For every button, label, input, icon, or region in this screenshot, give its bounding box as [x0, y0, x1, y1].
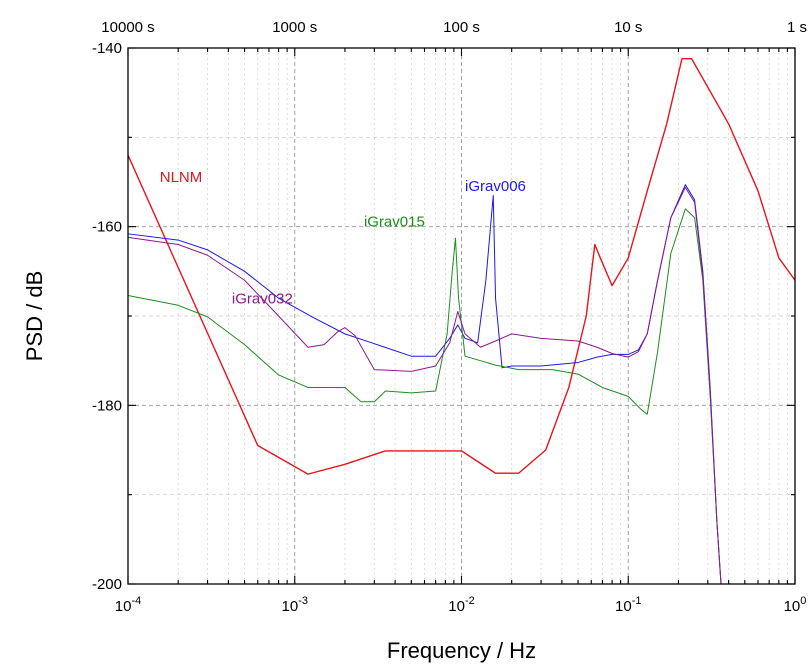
axis-ticks: 10-4 10-3 10-2 10-1 100 10000 s 1000 s 100 s 10 …	[92, 19, 807, 615]
series-label-igrav032: iGrav032	[232, 290, 293, 307]
series-label-igrav015: iGrav015	[364, 214, 425, 231]
series-lines	[127, 58, 796, 585]
x-tick-label: 100	[784, 595, 807, 615]
x-tick-label: 10-2	[448, 595, 474, 615]
x-tick-label: 10-3	[282, 595, 308, 615]
top-tick-label: 10000 s	[101, 19, 154, 36]
series-line-igrav032	[127, 186, 722, 585]
y-tick-label: -200	[92, 576, 122, 593]
top-tick-label: 1000 s	[272, 19, 317, 36]
series-line-nlnm	[127, 58, 796, 475]
x-axis-label: Frequency / Hz	[387, 638, 536, 663]
series-labels: NLNM iGrav006 iGrav015 iGrav032	[160, 169, 526, 307]
y-tick-label: -140	[92, 40, 122, 57]
series-label-nlnm: NLNM	[160, 169, 203, 186]
x-tick-label: 10-1	[615, 595, 641, 615]
top-tick-label: 10 s	[614, 19, 642, 36]
x-tick-label: 10-4	[115, 595, 141, 615]
y-axis-label: PSD / dB	[22, 271, 47, 361]
grid-lines	[128, 48, 795, 584]
y-tick-label: -180	[92, 397, 122, 414]
series-line-igrav015	[127, 208, 722, 585]
top-tick-label: 100 s	[443, 19, 480, 36]
series-label-igrav006: iGrav006	[465, 178, 526, 195]
top-tick-label: 1 s	[787, 19, 807, 36]
y-tick-label: -160	[92, 219, 122, 236]
series-line-igrav006	[127, 184, 722, 585]
